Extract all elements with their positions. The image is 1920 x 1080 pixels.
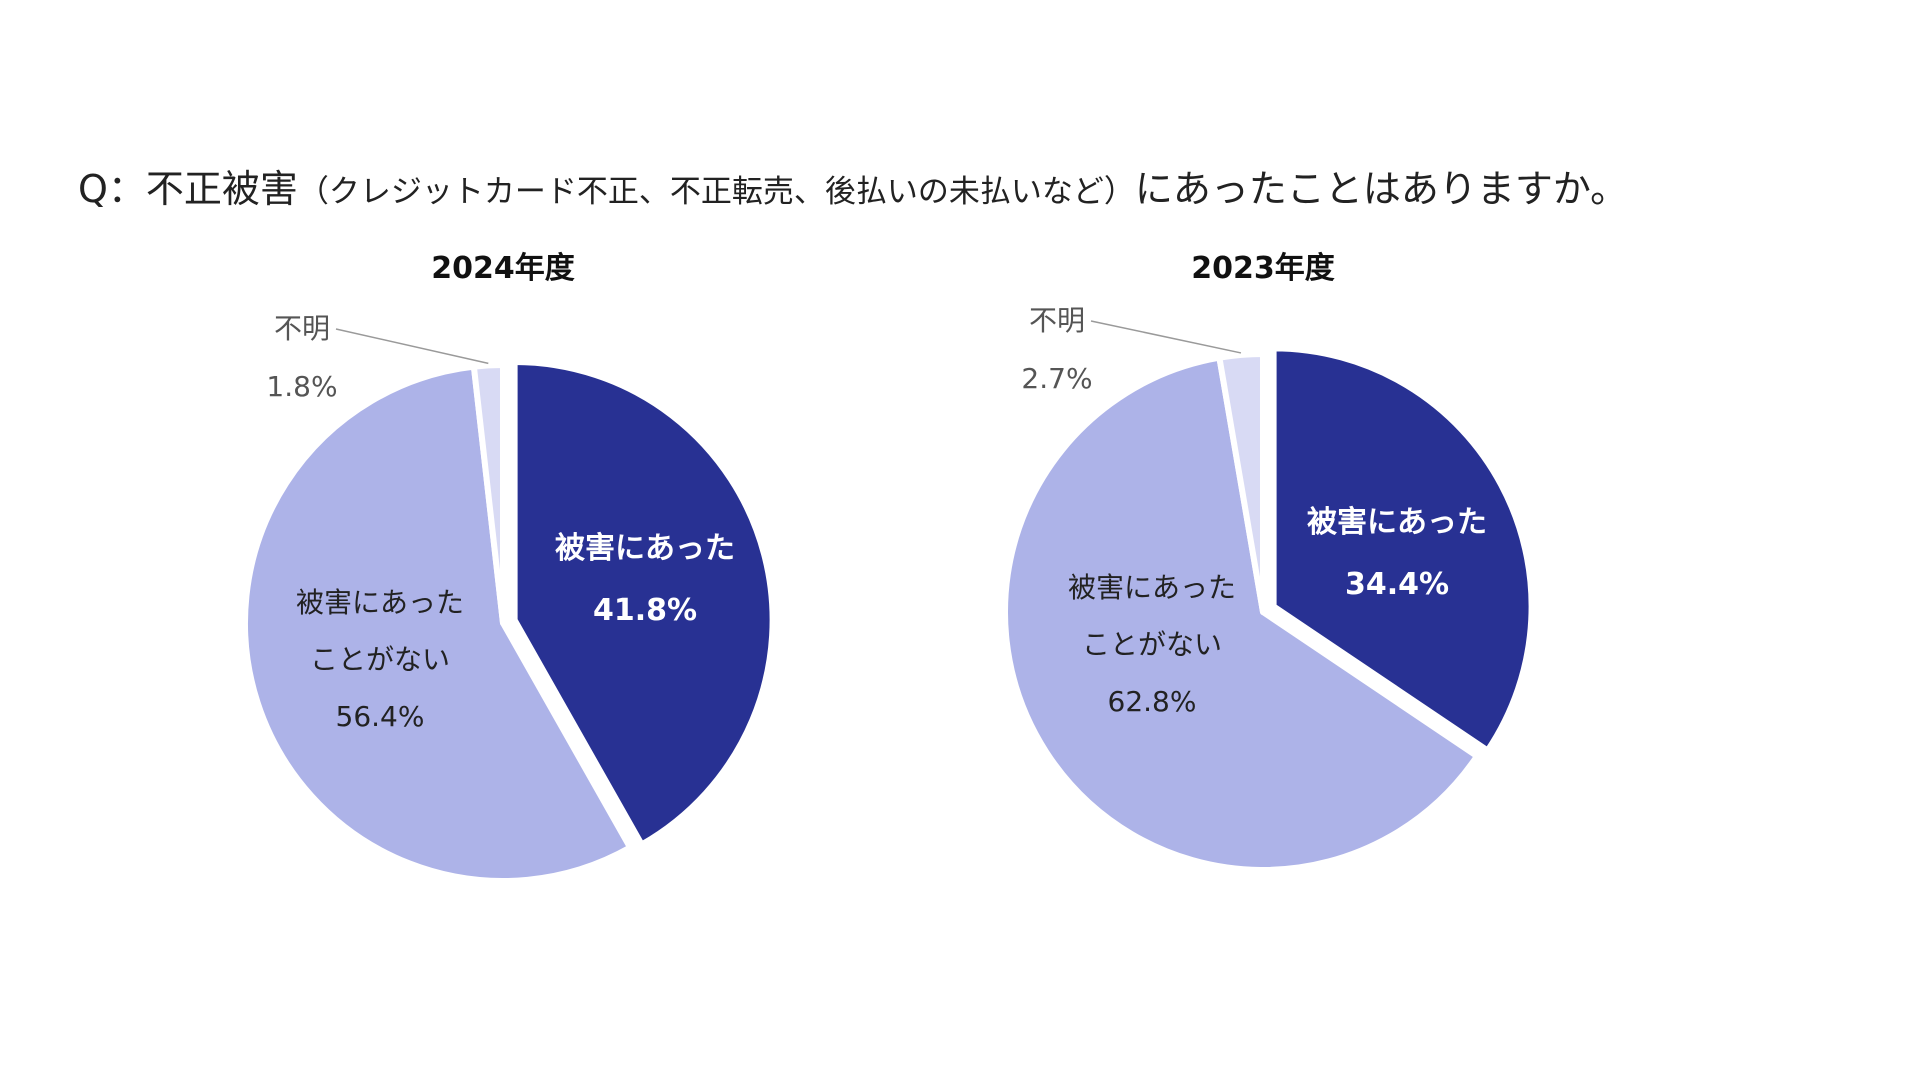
slice-label-line: 不明 <box>1029 304 1085 337</box>
slice-label-line: 41.8% <box>593 593 697 628</box>
slice-label-line: 被害にあった <box>1307 505 1487 540</box>
leader-line <box>335 328 489 365</box>
question-prefix: Q：不正被害 <box>78 167 298 211</box>
question-note: （クレジットカード不正、不正転売、後払いの未払いなど） <box>297 174 1135 210</box>
slice-label: 被害にあった 41.8% <box>555 531 735 628</box>
slice-label-line: 1.8% <box>266 370 337 403</box>
slice-label-line: 不明 <box>274 312 330 345</box>
slice-label-line: 被害にあった <box>555 531 735 566</box>
question-title: Q：不正被害（クレジットカード不正、不正転売、後払いの未払いなど）にあったことは… <box>78 158 1628 213</box>
slice-label-line: ことがない <box>310 643 450 676</box>
slice-label-line: 2.7% <box>1021 362 1092 395</box>
slice-label-line: 被害にあった <box>296 586 464 619</box>
pie-slice <box>1216 351 1266 615</box>
pie-slice <box>511 358 776 848</box>
slice-label-line: 34.4% <box>1345 567 1449 602</box>
pie-slice <box>470 362 506 626</box>
slice-label: 不明 2.7% <box>1021 304 1092 395</box>
slice-label-line: 56.4% <box>336 700 425 733</box>
slice-label: 不明 1.8% <box>266 312 337 403</box>
question-suffix: にあったことはありますか。 <box>1134 167 1629 211</box>
leader-line <box>1090 320 1242 354</box>
chart-title: 2024年度 <box>431 251 575 286</box>
slice-label-line: 被害にあった <box>1068 571 1236 604</box>
slice-label-line: ことがない <box>1082 628 1222 661</box>
chart-title: 2023年度 <box>1191 251 1335 286</box>
slice-label-line: 62.8% <box>1108 685 1197 718</box>
pie-slice <box>1270 345 1535 754</box>
pie-slice <box>242 363 634 884</box>
slice-label: 被害にあった 34.4% <box>1307 505 1487 602</box>
pie-slice <box>1002 354 1480 873</box>
